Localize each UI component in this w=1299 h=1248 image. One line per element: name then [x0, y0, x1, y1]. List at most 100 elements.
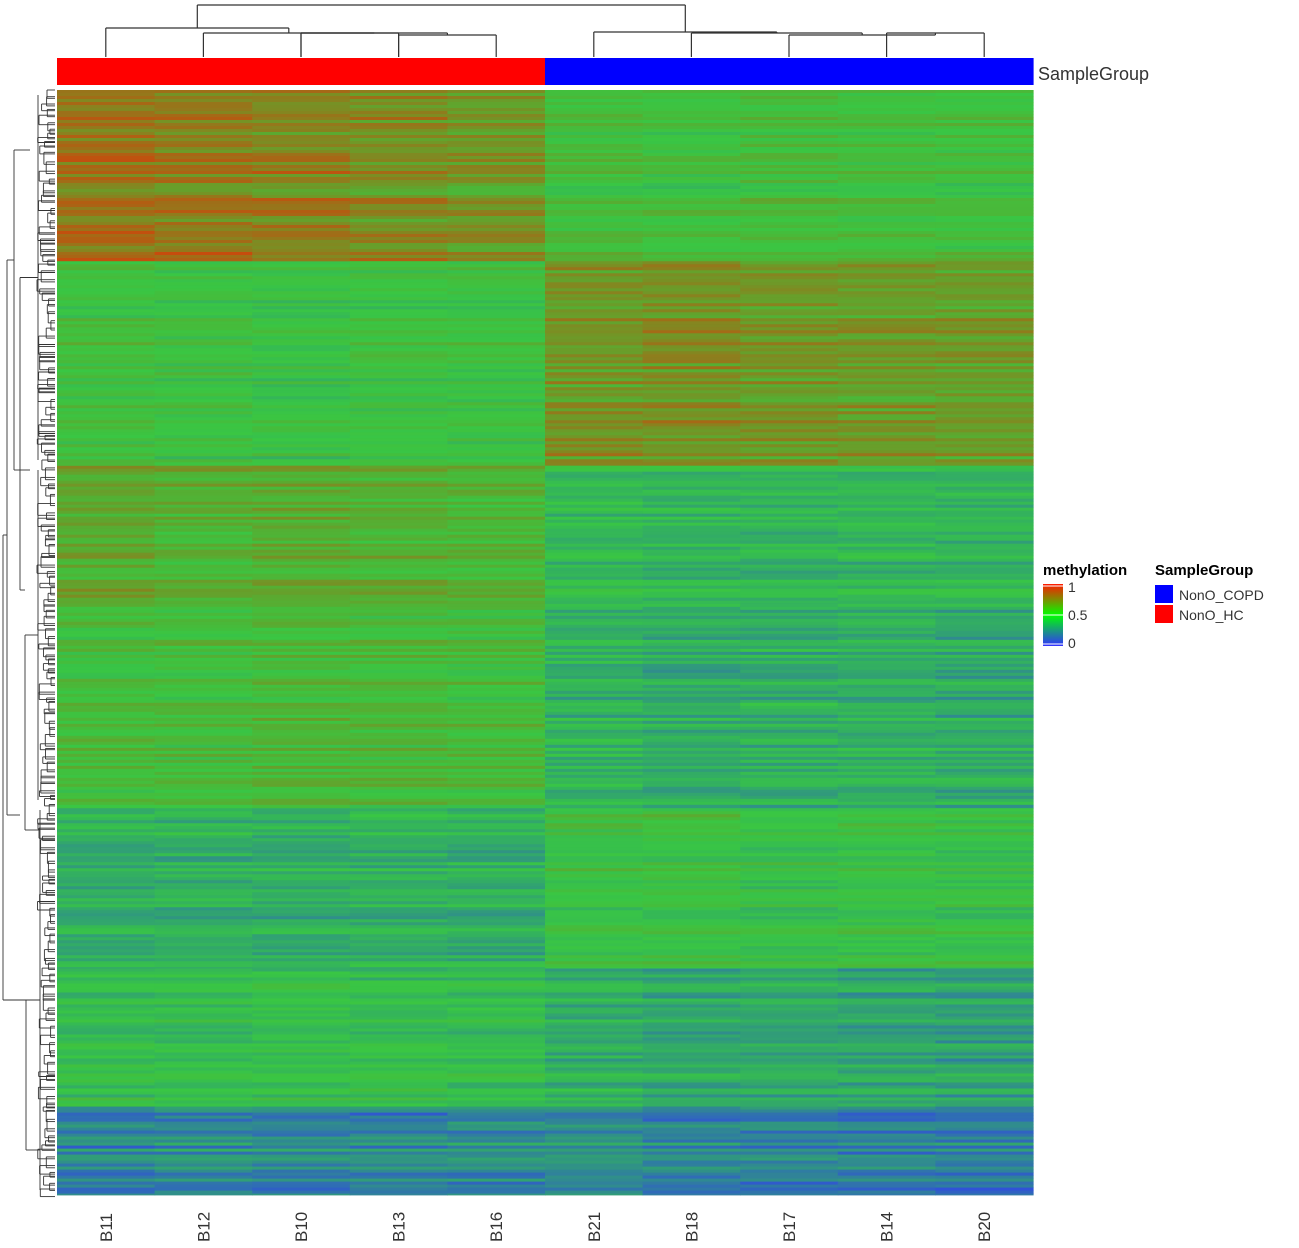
heatmap-cell — [935, 222, 1034, 226]
heatmap-cell — [545, 618, 644, 623]
heatmap-cell — [57, 585, 156, 590]
heatmap-cell — [545, 995, 644, 999]
heatmap-cell — [935, 672, 1034, 677]
heatmap-cell — [154, 588, 253, 593]
heatmap-cell — [349, 690, 448, 695]
heatmap-cell — [935, 792, 1034, 797]
heatmap-cell — [252, 1064, 351, 1068]
heatmap-cell — [740, 288, 839, 292]
heatmap-cell — [837, 426, 936, 430]
heatmap-cell — [642, 420, 741, 424]
heatmap-cell — [447, 336, 546, 340]
heatmap-cell — [545, 501, 644, 506]
heatmap-cell — [154, 555, 253, 560]
heatmap-cell — [740, 600, 839, 605]
heatmap-cell — [935, 1076, 1034, 1080]
heatmap-cell — [935, 417, 1034, 421]
heatmap-cell — [154, 780, 253, 785]
heatmap-cell — [447, 780, 546, 785]
heatmap-cell — [447, 992, 546, 996]
heatmap-cell — [447, 1157, 546, 1161]
heatmap-cell — [447, 814, 546, 818]
heatmap-cell — [252, 258, 351, 262]
heatmap-cell — [349, 1151, 448, 1155]
heatmap-cell — [447, 964, 546, 968]
heatmap-cell — [545, 961, 644, 965]
heatmap-cell — [642, 732, 741, 737]
heatmap-cell — [349, 309, 448, 313]
heatmap-cell — [935, 1100, 1034, 1104]
heatmap-cell — [252, 669, 351, 674]
heatmap-cell — [447, 678, 546, 683]
heatmap-cell — [252, 246, 351, 250]
heatmap-cell — [837, 865, 936, 869]
heatmap-cell — [252, 504, 351, 509]
heatmap-cell — [642, 459, 741, 463]
heatmap-cell — [642, 795, 741, 800]
heatmap-cell — [740, 315, 839, 319]
heatmap-cell — [252, 294, 351, 298]
heatmap-cell — [740, 417, 839, 421]
heatmap-cell — [545, 1124, 644, 1128]
heatmap-cell — [642, 841, 741, 845]
heatmap-cell — [154, 210, 253, 214]
heatmap-cell — [154, 114, 253, 118]
heatmap-cell — [57, 276, 156, 280]
heatmap-cell — [154, 1145, 253, 1149]
heatmap-cell — [935, 669, 1034, 674]
heatmap-cell — [252, 612, 351, 617]
heatmap-cell — [935, 363, 1034, 367]
heatmap-cell — [545, 405, 644, 409]
heatmap-cell — [349, 429, 448, 433]
heatmap-cell — [349, 765, 448, 770]
legend-swatch-nono-hc — [1155, 605, 1173, 623]
heatmap-cell — [154, 630, 253, 635]
heatmap-cell — [349, 937, 448, 941]
heatmap-cell — [154, 841, 253, 845]
heatmap-cell — [57, 180, 156, 184]
heatmap-cell — [154, 964, 253, 968]
heatmap-cell — [154, 820, 253, 824]
heatmap-cell — [154, 405, 253, 409]
heatmap-cell — [57, 99, 156, 103]
heatmap-cell — [837, 624, 936, 629]
heatmap-cell — [545, 986, 644, 990]
heatmap-cell — [447, 880, 546, 884]
heatmap-cell — [642, 636, 741, 641]
heatmap-cell — [447, 90, 546, 94]
heatmap-cell — [57, 684, 156, 689]
column-label: B12 — [194, 1212, 213, 1242]
heatmap-cell — [642, 835, 741, 839]
heatmap-cell — [545, 582, 644, 587]
heatmap-cell — [935, 261, 1034, 265]
heatmap-cell — [935, 180, 1034, 184]
heatmap-cell — [935, 916, 1034, 920]
heatmap-cell — [252, 201, 351, 205]
heatmap-cell — [154, 723, 253, 728]
heatmap-cell — [154, 258, 253, 262]
heatmap-cell — [349, 940, 448, 944]
heatmap-cell — [935, 687, 1034, 692]
heatmap-cell — [545, 306, 644, 310]
heatmap-cell — [935, 744, 1034, 749]
heatmap-cell — [545, 252, 644, 256]
heatmap-cell — [447, 639, 546, 644]
heatmap-cell — [252, 354, 351, 358]
heatmap-cell — [154, 814, 253, 818]
heatmap-cell — [740, 862, 839, 866]
heatmap-cell — [837, 1073, 936, 1077]
heatmap-cell — [447, 372, 546, 376]
heatmap-cell — [154, 144, 253, 148]
heatmap-cell — [349, 267, 448, 271]
heatmap-cell — [740, 946, 839, 950]
heatmap-cell — [252, 1121, 351, 1125]
heatmap-cell — [740, 501, 839, 506]
heatmap-cell — [740, 807, 839, 809]
heatmap-cell — [935, 814, 1034, 818]
heatmap-cell — [545, 396, 644, 400]
heatmap-cell — [57, 552, 156, 557]
heatmap-cell — [349, 744, 448, 749]
heatmap-cell — [447, 886, 546, 890]
heatmap-cell — [740, 1112, 839, 1116]
heatmap-cell — [154, 663, 253, 668]
